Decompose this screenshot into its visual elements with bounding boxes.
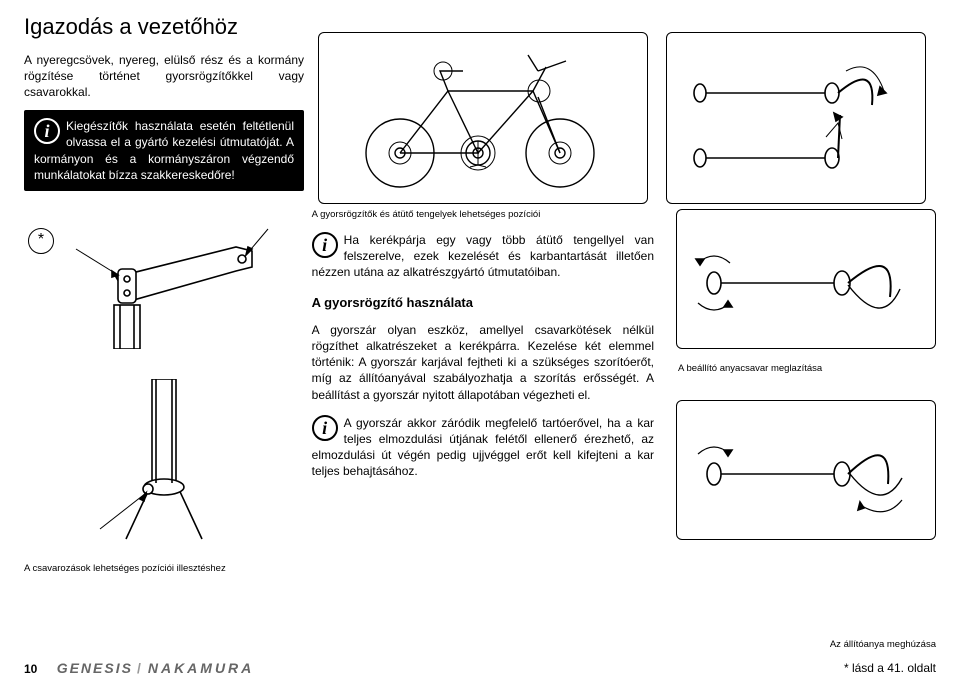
- warning-box: i Kiegészítők használata esetén feltétle…: [24, 110, 304, 191]
- footnote-marker: *: [28, 228, 54, 254]
- stem-diagram: [56, 209, 276, 349]
- intro-text: A nyeregcsövek, nyereg, elülső rész és a…: [24, 52, 304, 101]
- info-icon: i: [312, 232, 338, 258]
- info-icon: i: [312, 415, 338, 441]
- qr-tighten-diagram: [676, 400, 936, 540]
- brand-logos: GENESIS/NAKAMURA: [57, 660, 255, 676]
- qr-open-diagram: [666, 32, 926, 204]
- loosen-caption: A beállító anyacsavar meglazítása: [678, 363, 936, 376]
- right-column: A beállító anyacsavar meglazítása: [676, 209, 936, 540]
- center-column: A gyorsrögzítők és átütő tengelyek lehet…: [308, 209, 658, 494]
- info-box-1: i Ha kerékpárja egy vagy több átütő teng…: [312, 232, 654, 281]
- page-footer: 10 GENESIS/NAKAMURA * lásd a 41. oldalt: [24, 659, 936, 678]
- section-heading: A gyorsrögzítő használata: [312, 294, 654, 312]
- clamp-caption: A csavarozások lehetséges pozíciói illes…: [24, 563, 936, 576]
- tighten-caption: Az állítóanya meghúzása: [830, 639, 936, 652]
- footnote-ref: * lásd a 41. oldalt: [844, 660, 936, 676]
- page-number: 10: [24, 662, 37, 676]
- info-icon: i: [34, 118, 60, 144]
- warning-text: Kiegészítők használata esetén feltétlenü…: [34, 119, 294, 182]
- qr-loosen-diagram: [676, 209, 936, 349]
- bike-diagram: [318, 32, 648, 204]
- paragraph-1: A gyorszár olyan eszköz, amellyel csavar…: [312, 322, 654, 403]
- left-illustrations: [24, 209, 308, 559]
- top-illustrations: [318, 32, 926, 204]
- seatpost-diagram: [56, 379, 276, 559]
- info1-text: Ha kerékpárja egy vagy több átütő tengel…: [312, 233, 654, 279]
- axle-caption: A gyorsrögzítők és átütő tengelyek lehet…: [312, 209, 654, 222]
- info2-text: A gyorszár akkor záródik megfelelő tartó…: [312, 416, 654, 479]
- info-box-2: i A gyorszár akkor záródik megfelelő tar…: [312, 415, 654, 480]
